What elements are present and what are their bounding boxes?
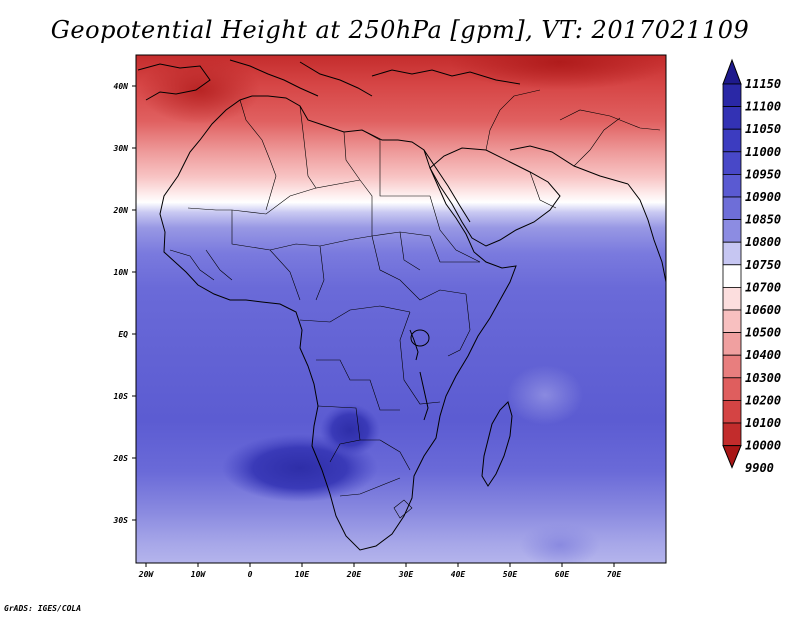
colorbar-level-label: 10850: [745, 213, 781, 227]
lat-tick-label: 20S: [113, 454, 129, 463]
lon-tick-label: 30E: [398, 570, 414, 579]
lon-tick-label: 70E: [607, 570, 622, 579]
lon-tick-label: 50E: [503, 570, 518, 579]
lat-tick-label: 20N: [113, 206, 129, 215]
coastlines: [137, 59, 666, 551]
colorbar-level-label: 10100: [745, 416, 781, 430]
colorbar-level-label: 10200: [745, 393, 781, 407]
colorbar-level-label: 10600: [745, 303, 781, 317]
colorbar-swatch: [722, 332, 742, 356]
lon-tick-label: 10W: [191, 570, 207, 579]
colorbar-swatch: [722, 264, 742, 288]
lon-tick-label: 10E: [295, 570, 310, 579]
colorbar-swatch: [722, 219, 742, 243]
longitude-axis: 20W 10W 0 10E 20E 30E 40E 50E 60E 70E: [138, 563, 622, 579]
colorbar-swatch: [722, 196, 742, 221]
colorbar-level-label: 10400: [745, 348, 781, 362]
shaded-field: [136, 55, 666, 563]
colorbar-level-label: 10000: [745, 439, 781, 453]
colorbar-level-label: 11050: [745, 122, 781, 136]
colorbar-swatch: [722, 377, 742, 401]
colorbar-level-label: 10500: [745, 326, 781, 340]
colorbar-level-label: 10300: [745, 371, 781, 385]
lat-tick-label: EQ: [118, 330, 128, 339]
colorbar-level-label: 11150: [745, 77, 781, 91]
colorbar-level-label: 11000: [745, 145, 781, 159]
colorbar-swatch: [722, 106, 742, 130]
lat-tick-label: 10S: [114, 392, 129, 401]
colorbar-swatch: [722, 286, 742, 311]
lon-tick-label: 60E: [555, 570, 570, 579]
colorbar-swatch: [722, 173, 742, 198]
colorbar-swatch: [722, 309, 742, 334]
colorbar-level-label: 10900: [745, 190, 781, 204]
colorbar-level-label: 10700: [745, 280, 781, 294]
lon-tick-label: 20W: [138, 570, 155, 579]
lat-tick-label: 10N: [114, 268, 129, 277]
colorbar-swatch: [722, 128, 742, 153]
colorbar-level-label: 10950: [745, 167, 781, 181]
colorbar-top-arrow: [722, 58, 742, 85]
lat-tick-label: 30S: [113, 516, 129, 525]
colorbar-swatch: [722, 422, 742, 447]
colorbar-level-label: 9900: [745, 461, 774, 475]
grads-credit: GrADS: IGES/COLA: [4, 604, 82, 613]
colorbar-level-label: 10750: [745, 258, 781, 272]
colorbar-swatch: [722, 241, 742, 266]
latitude-axis: 40N 30N 20N 10N EQ 10S 20S 30S: [113, 82, 136, 525]
colorbar-bottom-arrow: [722, 445, 742, 469]
colorbar-swatch: [722, 399, 742, 424]
map-title: Geopotential Height at 250hPa [gpm], VT:…: [50, 16, 750, 44]
colorbar-swatch: [722, 83, 742, 108]
lat-tick-label: 40N: [114, 82, 129, 91]
lon-tick-label: 0: [248, 570, 253, 579]
lon-tick-label: 20E: [346, 570, 362, 579]
colorbar-swatch: [722, 151, 742, 175]
colorbar-level-label: 11100: [745, 100, 781, 114]
lat-tick-label: 30N: [113, 144, 129, 153]
map-frame: [135, 54, 667, 564]
colorbar-level-label: 10800: [745, 235, 781, 249]
country-borders: [169, 89, 661, 519]
colorbar-legend: 11150 11100 11050 11000 10950 10900 10850 10800…: [722, 58, 781, 475]
lon-tick-label: 40E: [451, 570, 466, 579]
colorbar-swatch: [722, 354, 742, 379]
